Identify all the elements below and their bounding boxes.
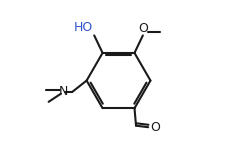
Text: O: O (150, 121, 160, 134)
Text: N: N (58, 85, 68, 98)
Text: HO: HO (74, 21, 94, 34)
Text: O: O (139, 22, 149, 35)
